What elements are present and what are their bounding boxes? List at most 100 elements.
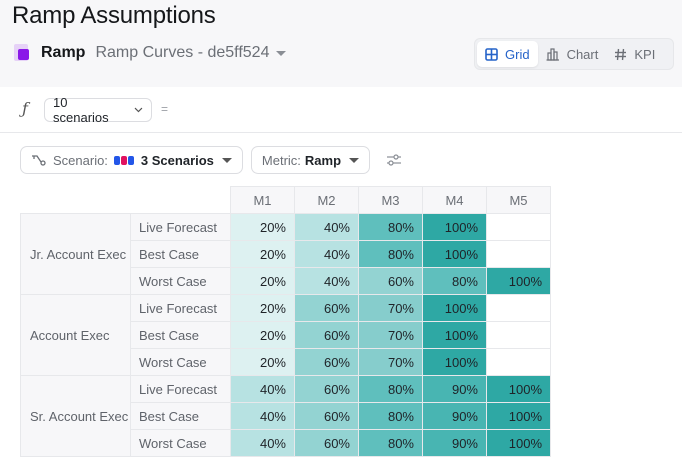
grid-cell[interactable]: 60%: [358, 267, 423, 295]
scenario-color-swatches: [113, 155, 135, 165]
grid-cell[interactable]: 100%: [422, 213, 487, 241]
grid-cell[interactable]: 100%: [486, 375, 551, 403]
grid-cell[interactable]: 60%: [294, 429, 359, 457]
grid-cell[interactable]: 70%: [358, 321, 423, 349]
row-group-label: Account Exec: [20, 294, 131, 376]
grid-cell[interactable]: [486, 240, 551, 268]
grid-cell[interactable]: 60%: [294, 375, 359, 403]
grid-cell[interactable]: 100%: [422, 321, 487, 349]
column-header[interactable]: M3: [358, 186, 423, 214]
grid-cell[interactable]: 80%: [358, 402, 423, 430]
ramp-grid: M1 M2 M3 M4 M5 Jr. Account Exec Live Fore…: [20, 186, 551, 457]
app-name[interactable]: Ramp: [41, 44, 86, 61]
row-group-label: Jr. Account Exec: [20, 213, 131, 295]
grid-cell[interactable]: [486, 213, 551, 241]
view-kpi-button[interactable]: KPI: [606, 41, 663, 67]
caret-down-icon[interactable]: [276, 50, 287, 56]
scenario-label: Live Forecast: [130, 294, 231, 322]
grid-cell[interactable]: [486, 348, 551, 376]
scenario-label: Live Forecast: [130, 213, 231, 241]
table-row: Best Case 20% 60% 70% 100%: [21, 321, 551, 349]
grid-cell[interactable]: 40%: [230, 429, 295, 457]
grid-cell[interactable]: 100%: [422, 348, 487, 376]
grid-cell[interactable]: 90%: [422, 375, 487, 403]
table-row: Best Case 20% 40% 80% 100%: [21, 240, 551, 268]
grid-cell[interactable]: 40%: [294, 267, 359, 295]
grid-cell[interactable]: 40%: [294, 240, 359, 268]
row-group-label: Sr. Account Exec: [20, 375, 131, 457]
column-header[interactable]: M1: [230, 186, 295, 214]
table-row: Worst Case 20% 60% 70% 100%: [21, 348, 551, 376]
grid-cell[interactable]: 80%: [358, 240, 423, 268]
metric-filter[interactable]: Metric: Ramp: [250, 146, 371, 174]
grid-cell[interactable]: 90%: [422, 429, 487, 457]
grid-cell[interactable]: 70%: [358, 294, 423, 322]
grid-cell[interactable]: 60%: [294, 294, 359, 322]
formula-scenario-select[interactable]: 10 scenarios: [44, 95, 152, 125]
grid-cell[interactable]: 20%: [230, 213, 295, 241]
grid-cell[interactable]: 60%: [294, 402, 359, 430]
scenario-label: Worst Case: [130, 267, 231, 295]
table-row: Best Case 40% 60% 80% 90% 100%: [21, 402, 551, 430]
ramp-app-icon: [14, 44, 32, 62]
grid-cell[interactable]: 100%: [422, 240, 487, 268]
scenario-filter[interactable]: Scenario: 3 Scenarios: [20, 146, 243, 174]
view-toggle: Grid Chart KPI: [474, 38, 674, 70]
filter-row: Scenario: 3 Scenarios Metric: Ramp: [20, 146, 402, 174]
grid-cell[interactable]: 100%: [486, 267, 551, 295]
equals-sign: =: [161, 102, 169, 116]
function-icon: ƒ: [22, 99, 28, 118]
grid-cell[interactable]: 90%: [422, 402, 487, 430]
settings-sliders-icon[interactable]: [386, 152, 402, 168]
table-row: Sr. Account Exec Live Forecast 40% 60% 80% 90…: [20, 375, 551, 457]
table-row: Account Exec Live Forecast 20% 60% 70% 100%: [20, 294, 551, 376]
branch-icon: [32, 155, 46, 166]
scenario-label: Best Case: [130, 321, 231, 349]
grid-icon: [485, 47, 498, 61]
grid-panel: ƒ 10 scenarios = Scenario: 3 Scenarios M…: [0, 87, 682, 466]
grid-cell[interactable]: 100%: [486, 429, 551, 457]
scenario-label: Worst Case: [130, 348, 231, 376]
breadcrumb: Ramp Ramp Curves - de5ff524: [14, 43, 287, 63]
scenario-label: Best Case: [130, 240, 231, 268]
bar-chart-icon: [546, 47, 559, 61]
grid-cell[interactable]: 60%: [294, 348, 359, 376]
grid-cell[interactable]: 20%: [230, 267, 295, 295]
grid-cell[interactable]: 100%: [486, 402, 551, 430]
table-row: Worst Case 20% 40% 60% 80% 100%: [21, 267, 551, 295]
grid-cell[interactable]: 60%: [294, 321, 359, 349]
column-header[interactable]: M5: [486, 186, 551, 214]
document-selector[interactable]: Ramp Curves - de5ff524: [95, 44, 270, 61]
grid-cell[interactable]: 40%: [230, 375, 295, 403]
grid-cell[interactable]: 80%: [358, 375, 423, 403]
grid-cell[interactable]: 20%: [230, 294, 295, 322]
table-row: Jr. Account Exec Live Forecast 20% 40% 80% 10…: [20, 213, 551, 295]
grid-cell[interactable]: 100%: [422, 294, 487, 322]
column-header[interactable]: M4: [422, 186, 487, 214]
grid-cell[interactable]: 40%: [294, 213, 359, 241]
view-grid-button[interactable]: Grid: [477, 41, 538, 67]
column-header[interactable]: M2: [294, 186, 359, 214]
scenario-label: Live Forecast: [130, 375, 231, 403]
header-row: M1 M2 M3 M4 M5: [20, 186, 551, 214]
view-chart-button[interactable]: Chart: [538, 41, 607, 67]
scenario-label: Best Case: [130, 402, 231, 430]
formula-bar: ƒ 10 scenarios =: [0, 87, 682, 133]
page-title: Ramp Assumptions: [12, 2, 216, 29]
table-row: Worst Case 40% 60% 80% 90% 100%: [21, 429, 551, 457]
grid-cell[interactable]: 80%: [358, 213, 423, 241]
grid-cell[interactable]: 80%: [358, 429, 423, 457]
caret-down-icon: [349, 157, 360, 163]
scenario-label: Worst Case: [130, 429, 231, 457]
chevron-down-icon: [134, 107, 143, 113]
caret-down-icon: [221, 157, 232, 163]
grid-cell[interactable]: 20%: [230, 240, 295, 268]
grid-cell[interactable]: 20%: [230, 348, 295, 376]
grid-cell[interactable]: [486, 321, 551, 349]
grid-cell[interactable]: 40%: [230, 402, 295, 430]
grid-cell[interactable]: [486, 294, 551, 322]
grid-cell[interactable]: 80%: [422, 267, 487, 295]
hash-icon: [615, 48, 627, 60]
grid-cell[interactable]: 70%: [358, 348, 423, 376]
grid-cell[interactable]: 20%: [230, 321, 295, 349]
